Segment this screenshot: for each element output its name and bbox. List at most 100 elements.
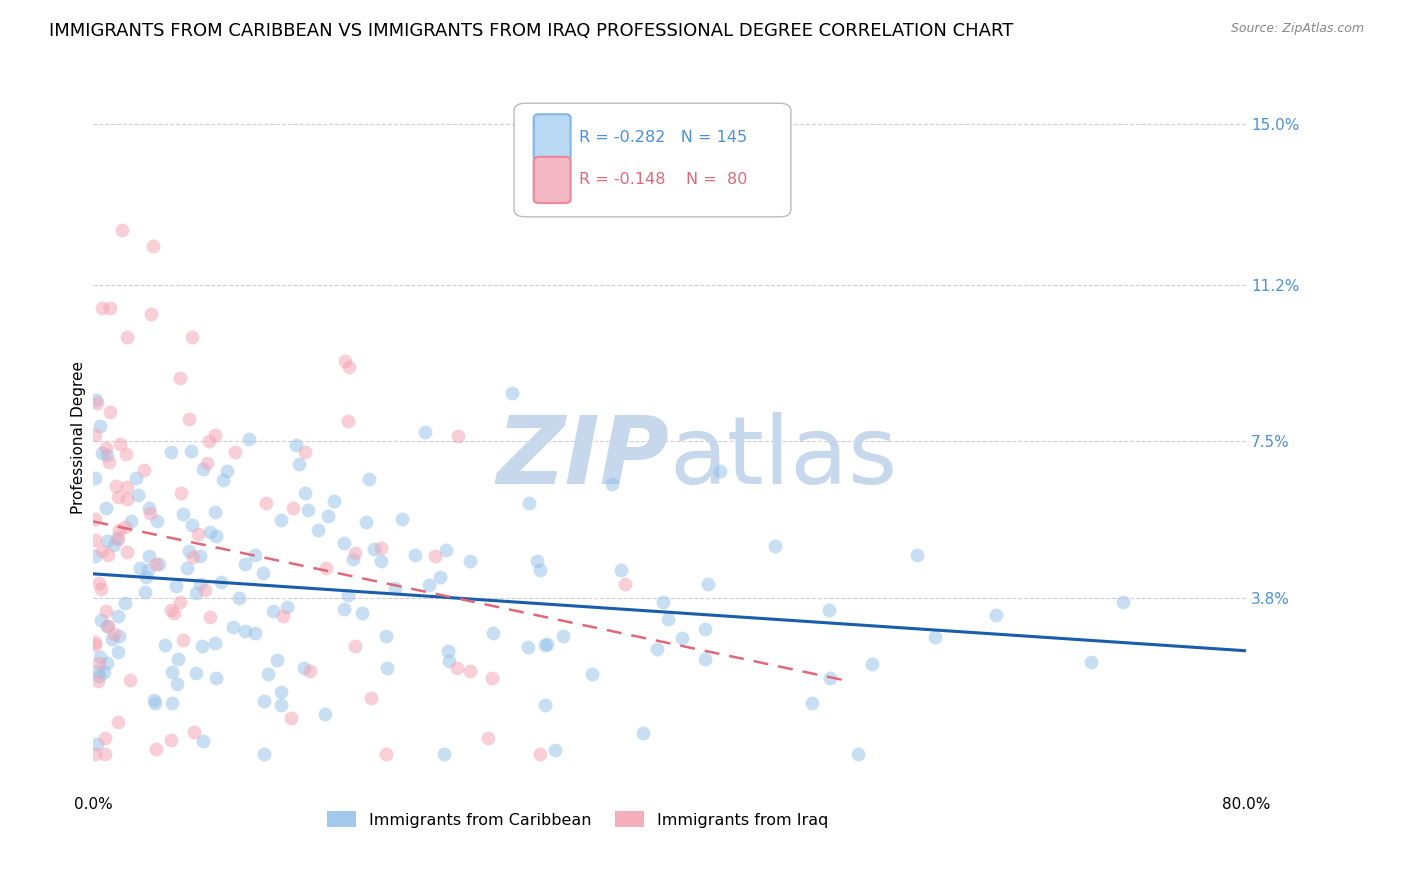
Point <box>159 732 181 747</box>
Point <box>276 600 298 615</box>
Point <box>283 501 305 516</box>
Point <box>96 448 118 462</box>
Point <box>169 486 191 500</box>
Point <box>284 438 307 452</box>
Point <box>96 618 118 632</box>
Point <box>287 458 309 472</box>
Point <box>111 223 134 237</box>
Point <box>447 429 470 443</box>
Point <box>481 671 503 685</box>
Point <box>115 447 138 461</box>
Point <box>697 577 720 591</box>
Point <box>169 371 191 385</box>
Point <box>165 579 187 593</box>
Point <box>127 488 149 502</box>
Point <box>103 627 125 641</box>
Point <box>294 444 316 458</box>
Point <box>89 419 111 434</box>
FancyBboxPatch shape <box>515 103 790 217</box>
Point <box>434 542 457 557</box>
Point <box>652 595 675 609</box>
Point <box>280 711 302 725</box>
Point <box>924 630 946 644</box>
Point <box>134 585 156 599</box>
Point <box>138 563 160 577</box>
Point <box>87 664 110 678</box>
Point <box>98 455 121 469</box>
Point <box>437 654 460 668</box>
Point <box>429 570 451 584</box>
Point <box>181 550 204 565</box>
Point <box>413 425 436 440</box>
Point <box>820 671 842 685</box>
Point <box>343 639 366 653</box>
Point <box>253 694 276 708</box>
Point <box>172 507 194 521</box>
Point <box>115 544 138 558</box>
Point <box>657 611 679 625</box>
Point <box>262 604 284 618</box>
Point <box>200 609 222 624</box>
Point <box>224 445 246 459</box>
Point <box>89 650 111 665</box>
Y-axis label: Professional Degree: Professional Degree <box>72 360 86 514</box>
Point <box>83 471 105 485</box>
Point <box>316 509 339 524</box>
Point <box>238 433 260 447</box>
Point <box>138 500 160 515</box>
Point <box>544 743 567 757</box>
Point <box>551 629 574 643</box>
Point <box>846 747 869 762</box>
Point <box>181 518 204 533</box>
Point <box>107 645 129 659</box>
Point <box>581 667 603 681</box>
Point <box>477 731 499 745</box>
Text: R = -0.282   N = 145: R = -0.282 N = 145 <box>579 130 747 145</box>
Point <box>337 359 360 374</box>
Text: Source: ZipAtlas.com: Source: ZipAtlas.com <box>1230 22 1364 36</box>
Point <box>354 515 377 529</box>
FancyBboxPatch shape <box>534 157 571 203</box>
Point <box>97 619 120 633</box>
Point <box>96 441 118 455</box>
Point <box>191 462 214 476</box>
Point <box>200 524 222 539</box>
Point <box>145 514 167 528</box>
Point <box>437 644 460 658</box>
Point <box>433 747 456 762</box>
Point <box>83 512 105 526</box>
Point <box>631 726 654 740</box>
Point <box>83 533 105 548</box>
Point <box>254 496 277 510</box>
Point <box>83 638 105 652</box>
Point <box>375 661 398 675</box>
Point <box>87 674 110 689</box>
Point <box>613 577 636 591</box>
Point <box>600 477 623 491</box>
Point <box>97 548 120 562</box>
Point <box>96 501 118 516</box>
Point <box>180 330 202 344</box>
Point <box>526 554 548 568</box>
Point <box>257 666 280 681</box>
Point <box>96 534 118 549</box>
Point <box>370 554 392 568</box>
Point <box>87 576 110 591</box>
Point <box>183 725 205 739</box>
Point <box>105 531 128 545</box>
Point <box>360 690 382 705</box>
Point <box>516 640 538 655</box>
Point <box>204 529 226 543</box>
Point <box>115 492 138 507</box>
Point <box>482 626 505 640</box>
Point <box>228 591 250 605</box>
Point <box>271 608 294 623</box>
Point <box>96 656 118 670</box>
Point <box>205 671 228 685</box>
Point <box>114 520 136 534</box>
Point <box>350 606 373 620</box>
Point <box>166 677 188 691</box>
Point <box>197 434 219 449</box>
Point <box>270 685 292 699</box>
Point <box>90 301 112 316</box>
